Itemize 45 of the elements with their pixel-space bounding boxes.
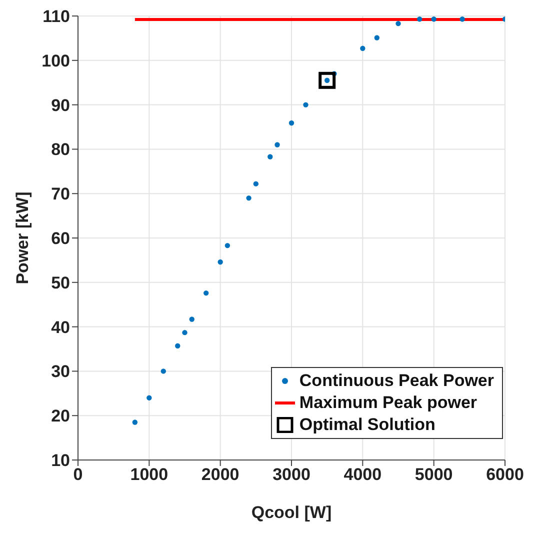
point — [224, 242, 230, 248]
y-tick-label: 100 — [42, 51, 70, 70]
point — [246, 195, 252, 201]
point — [146, 395, 152, 400]
y-tick-label: 50 — [51, 273, 70, 292]
point — [396, 20, 401, 26]
point — [175, 343, 180, 348]
y-tick-label: 30 — [51, 362, 70, 382]
x-tick-label: 5000 — [414, 465, 453, 484]
y-tick-label: 70 — [51, 184, 70, 204]
y-tick-label: 40 — [51, 318, 70, 337]
point — [253, 181, 259, 186]
legend-label: Optimal Solution — [299, 414, 436, 436]
x-tick-label: 4000 — [344, 465, 382, 484]
x-tick-label: 2000 — [201, 465, 240, 484]
x-tick-label: 6000 — [486, 465, 524, 484]
point — [318, 72, 336, 89]
point — [417, 16, 422, 22]
y-tick-label: 80 — [51, 140, 70, 160]
point — [189, 316, 194, 322]
legend-label: Continuous Peak Power — [299, 370, 494, 392]
legend-label: Maximum Peak power — [299, 392, 478, 414]
x-tick-label: 1000 — [130, 465, 168, 484]
y-tick-label: 60 — [51, 229, 70, 248]
y-tick-label: 20 — [51, 406, 70, 426]
y-tick-label: 110 — [42, 7, 70, 26]
x-tick-label: 0 — [73, 465, 83, 484]
point — [218, 259, 223, 265]
point — [160, 368, 166, 374]
y-tick-label: 10 — [51, 451, 70, 470]
point — [268, 154, 273, 160]
y-axis-title: Power [kW] — [13, 192, 32, 284]
x-axis-title: Qcool [W] — [251, 503, 332, 522]
point — [288, 120, 294, 126]
point — [360, 46, 366, 52]
point — [132, 420, 138, 425]
point — [374, 35, 380, 40]
point — [274, 142, 280, 148]
point — [303, 102, 308, 108]
point — [182, 330, 188, 336]
point — [460, 16, 465, 22]
point — [204, 290, 209, 296]
y-tick-label: 90 — [51, 96, 70, 115]
x-tick-label: 3000 — [272, 465, 310, 484]
point — [431, 16, 436, 22]
